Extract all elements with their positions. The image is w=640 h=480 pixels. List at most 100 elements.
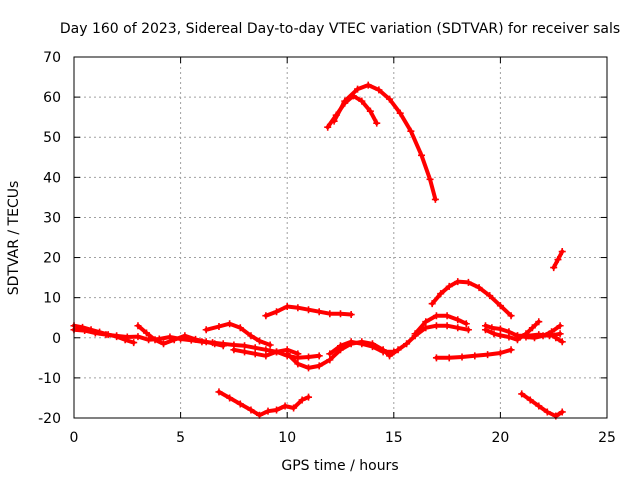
plus-point: [192, 335, 200, 343]
plus-point: [251, 344, 259, 352]
plus-point: [488, 324, 496, 332]
plus-point: [496, 325, 504, 333]
plus-point: [373, 119, 381, 127]
plus-point: [121, 336, 129, 344]
plus-point: [273, 406, 281, 414]
plus-point: [431, 195, 439, 203]
plus-point: [535, 402, 543, 410]
series-track-13: [428, 278, 515, 320]
plus-point: [458, 353, 466, 361]
plus-point: [526, 396, 534, 404]
plus-point: [241, 342, 249, 350]
plus-point: [251, 350, 259, 358]
plus-point: [305, 364, 313, 372]
plus-point: [464, 278, 472, 286]
plus-point: [104, 331, 112, 339]
plus-point: [130, 339, 138, 347]
plus-point: [443, 322, 451, 330]
series-track-16: [481, 318, 543, 344]
plus-point: [411, 330, 419, 338]
plus-point: [496, 331, 504, 339]
plus-point: [315, 362, 323, 370]
plus-point: [324, 123, 332, 131]
plus-point: [283, 302, 291, 310]
plus-point: [294, 360, 302, 368]
plus-point: [262, 352, 270, 360]
plus-point: [428, 300, 436, 308]
plus-point: [368, 343, 376, 351]
plus-point: [390, 348, 398, 356]
plus-point: [341, 97, 349, 105]
x-tick-label: 10: [278, 430, 296, 446]
plus-point: [396, 109, 404, 117]
plus-point: [379, 348, 387, 356]
plus-point: [507, 346, 515, 354]
y-tick-label: 0: [52, 331, 61, 347]
series-track-7: [230, 346, 302, 360]
series-track-2: [330, 81, 439, 203]
plus-point: [475, 284, 483, 292]
series-track-12: [411, 312, 470, 338]
plus-point: [375, 86, 383, 94]
plus-point: [290, 404, 298, 412]
plus-point: [79, 323, 87, 331]
plus-point: [358, 340, 366, 348]
plus-point: [170, 336, 178, 344]
plus-point: [326, 350, 334, 358]
plus-point: [211, 340, 219, 348]
plus-point: [326, 356, 334, 364]
x-axis-label: GPS time / hours: [281, 458, 398, 474]
plus-point: [552, 334, 560, 342]
plus-point: [219, 342, 227, 350]
y-tick-label: 40: [43, 170, 61, 186]
series-track-1: [324, 92, 381, 131]
series-track-20: [550, 248, 566, 272]
series-track-10: [326, 338, 398, 358]
plus-point: [535, 318, 543, 326]
plus-point: [305, 393, 313, 401]
plus-point: [262, 312, 270, 320]
plus-point: [558, 338, 566, 346]
plus-point: [513, 332, 521, 340]
plus-point: [518, 390, 526, 398]
plus-point: [215, 388, 223, 396]
plus-point: [305, 353, 313, 361]
series-track-11: [215, 388, 313, 419]
plus-point: [273, 348, 281, 356]
y-tick-label: 50: [43, 130, 61, 146]
plus-point: [418, 151, 426, 159]
plus-point: [337, 310, 344, 318]
plus-point: [426, 175, 434, 183]
plus-point: [315, 308, 323, 316]
chart-title: Day 160 of 2023, Sidereal Day-to-day VTE…: [60, 21, 620, 37]
plus-point: [394, 346, 402, 354]
y-tick-label: 60: [43, 90, 61, 106]
series-track-8: [262, 302, 355, 320]
plus-point: [151, 336, 159, 344]
plot-frame: [73, 56, 608, 419]
series-track-19: [518, 390, 566, 420]
plus-point: [264, 407, 272, 415]
plus-point: [202, 338, 210, 346]
plus-point: [226, 394, 234, 402]
plus-point: [550, 264, 558, 272]
x-tick-label: 20: [491, 430, 509, 446]
plus-point: [484, 351, 492, 359]
plus-point: [226, 320, 234, 328]
plus-point: [407, 127, 415, 135]
y-tick-label: 20: [43, 251, 61, 267]
series-track-14: [432, 346, 515, 362]
plus-point: [294, 350, 302, 358]
plus-point: [545, 330, 553, 338]
series-track-9: [283, 322, 472, 372]
plus-point: [273, 308, 281, 316]
plus-point: [337, 342, 344, 350]
plus-point: [354, 85, 362, 93]
plus-point: [266, 341, 274, 349]
x-tick-label: 0: [70, 430, 79, 446]
series-track-18: [545, 330, 566, 346]
plus-point: [505, 333, 513, 341]
y-tick-label: -10: [38, 371, 61, 387]
plus-point: [281, 402, 289, 410]
plus-point: [554, 256, 562, 264]
